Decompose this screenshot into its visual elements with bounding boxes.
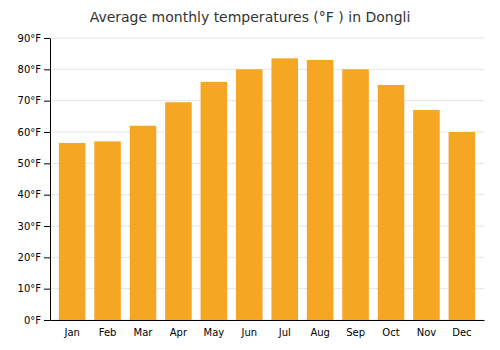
tick: 60°F	[18, 127, 50, 138]
tick-label: Dec	[452, 327, 471, 338]
tick: Jul	[278, 327, 291, 338]
tick-mark	[44, 320, 50, 321]
grid-line	[50, 38, 484, 39]
bar	[378, 85, 405, 320]
tick: 80°F	[18, 64, 50, 75]
chart: Average monthly temperatures (°F ) in Do…	[0, 0, 500, 350]
tick-label: 60°F	[18, 127, 42, 138]
tick: 20°F	[18, 252, 50, 263]
tick: 30°F	[18, 221, 50, 232]
tick: 40°F	[18, 189, 50, 200]
bar	[130, 126, 157, 320]
tick: Nov	[417, 327, 437, 338]
tick-label: Mar	[134, 327, 154, 338]
tick-label: May	[204, 327, 225, 338]
axis-line	[50, 39, 51, 321]
tick-label: 80°F	[18, 64, 42, 75]
tick: Mar	[134, 327, 154, 338]
bar	[201, 82, 228, 320]
bar	[449, 132, 476, 320]
tick: 10°F	[18, 283, 50, 294]
tick-label: 10°F	[18, 283, 42, 294]
x-axis: Jan Feb Mar Apr May Jun Jul Aug Sep Oct Nov Dec	[51, 321, 485, 339]
tick-label: Feb	[99, 327, 117, 338]
tick-label: Oct	[382, 327, 399, 338]
tick: Aug	[310, 327, 330, 338]
tick: Sep	[346, 327, 365, 338]
bar	[94, 141, 121, 320]
bar	[165, 102, 192, 320]
axis-line	[51, 320, 485, 321]
tick: Oct	[382, 327, 399, 338]
bar	[413, 110, 440, 320]
tick: Feb	[99, 327, 117, 338]
tick-label: 40°F	[18, 189, 42, 200]
tick-label: Jul	[278, 327, 291, 338]
tick-label: Jan	[63, 327, 79, 338]
tick-mark	[44, 163, 50, 164]
tick-mark	[44, 257, 50, 258]
tick-mark	[44, 38, 50, 39]
tick-mark	[44, 69, 50, 70]
grid-line	[50, 69, 484, 70]
tick-label: Jun	[240, 327, 257, 338]
tick: May	[204, 327, 225, 338]
tick-label: 70°F	[18, 95, 42, 106]
tick: Apr	[170, 327, 188, 338]
tick-mark	[44, 195, 50, 196]
tick-label: Sep	[346, 327, 365, 338]
tick: Dec	[452, 327, 471, 338]
bars	[59, 58, 475, 320]
tick: 90°F	[18, 33, 50, 44]
tick-label: 30°F	[18, 221, 42, 232]
bar	[307, 60, 334, 320]
tick-label: 90°F	[18, 33, 42, 44]
tick-label: Apr	[170, 327, 188, 338]
tick-mark	[44, 289, 50, 290]
grid-line	[50, 100, 484, 101]
grid	[50, 38, 484, 320]
tick-mark	[44, 226, 50, 227]
bar	[59, 143, 86, 320]
tick-mark	[44, 132, 50, 133]
tick: Jun	[240, 327, 257, 338]
tick-label: 50°F	[18, 158, 42, 169]
y-axis: 0°F 10°F 20°F 30°F 40°F 50°F 60°F 70°F 80°F 90°F	[18, 33, 51, 326]
tick-label: 0°F	[24, 315, 41, 326]
tick: 0°F	[24, 315, 50, 326]
tick: 70°F	[18, 95, 50, 106]
tick: Jan	[63, 327, 79, 338]
bar	[236, 69, 263, 320]
bar	[342, 69, 369, 320]
tick-mark	[44, 101, 50, 102]
tick-label: Aug	[310, 327, 330, 338]
tick-label: Nov	[417, 327, 437, 338]
bar	[271, 58, 298, 320]
title: Average monthly temperatures (°F ) in Do…	[90, 9, 411, 25]
tick: 50°F	[18, 158, 50, 169]
tick-label: 20°F	[18, 252, 42, 263]
